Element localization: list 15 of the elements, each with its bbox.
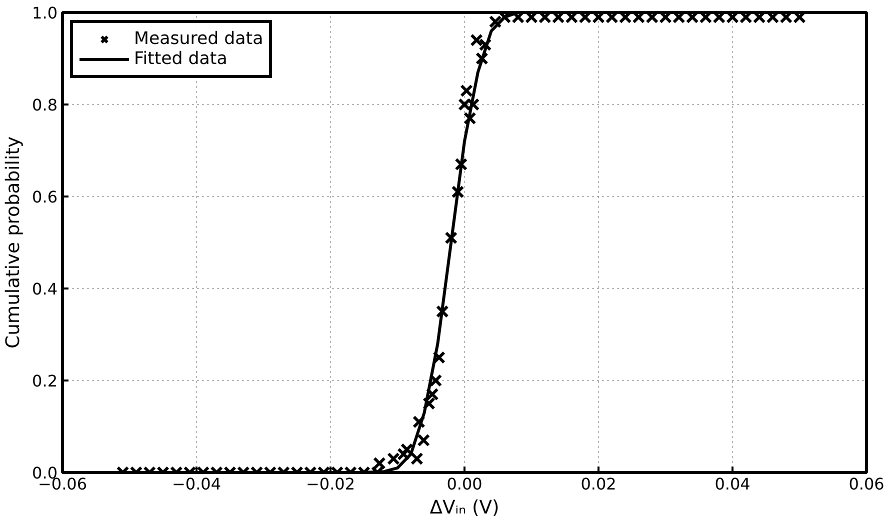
x-tick-label: 0.00 <box>446 474 482 494</box>
y-tick-label: 0.2 <box>32 372 58 390</box>
x-tick-label: 0.06 <box>848 474 884 494</box>
x-axis-title: ΔVᵢₙ (V) <box>430 498 500 518</box>
x-tick-label: 0.02 <box>580 474 616 494</box>
x-tick-label: 0.04 <box>714 474 750 494</box>
x-tick-label: −0.04 <box>172 474 222 494</box>
x-tick-label: −0.02 <box>306 474 356 494</box>
y-tick-label: 0.4 <box>32 280 58 298</box>
y-tick-label: 1.0 <box>32 4 58 22</box>
legend-label: Fitted data <box>134 49 228 69</box>
y-axis-title: Cumulative probability <box>3 136 24 348</box>
legend-label: Measured data <box>134 29 264 49</box>
y-tick-label: 0.6 <box>32 188 58 206</box>
y-tick-label: 0.8 <box>32 96 58 114</box>
